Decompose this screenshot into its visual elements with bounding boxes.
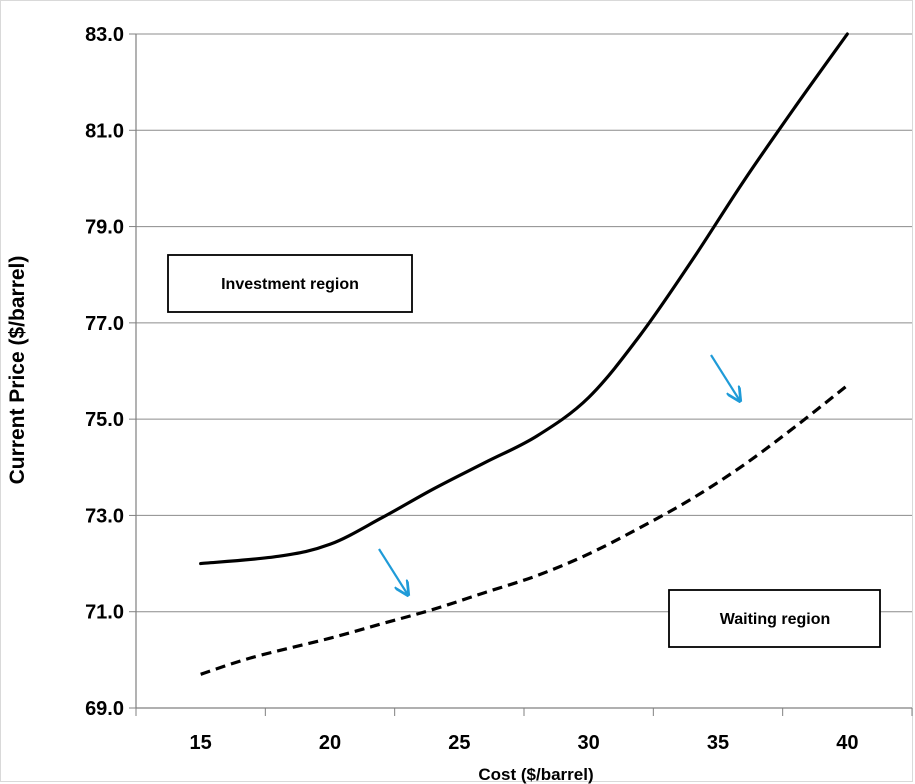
waiting-region-label: Waiting region	[720, 611, 831, 628]
y-tick-label: 81.0	[85, 120, 124, 142]
waiting-region-box	[668, 589, 881, 648]
y-tick-label: 75.0	[85, 409, 124, 431]
series-line-solid	[199, 32, 849, 566]
x-tick-label: 40	[836, 732, 858, 754]
x-tick-label: 30	[578, 732, 600, 754]
grid-lines	[136, 33, 912, 613]
series-line-dashed	[200, 384, 849, 676]
investment-region-box	[167, 254, 413, 313]
shift-arrow-left	[378, 548, 408, 595]
y-tick-label: 71.0	[85, 602, 124, 624]
x-tick-label: 25	[448, 732, 470, 754]
y-axis-title: Current Price ($/barrel)	[6, 256, 29, 485]
series-group	[199, 32, 849, 676]
y-tick-label: 79.0	[85, 217, 124, 239]
investment-region-label: Investment region	[221, 276, 359, 293]
y-tick-label: 73.0	[85, 505, 124, 527]
y-tick-labels: 69.0 71.0 73.0 75.0 77.0 79.0 81.0 83.0	[85, 24, 124, 720]
shift-arrow-right	[710, 354, 740, 401]
waiting-region-annotation: Waiting region	[668, 589, 881, 648]
x-tick-label: 15	[190, 732, 212, 754]
y-tick-label: 83.0	[85, 24, 124, 46]
axes	[129, 33, 913, 716]
x-tick-label: 20	[319, 732, 341, 754]
x-tick-label: 35	[707, 732, 729, 754]
x-tick-labels: 15 20 25 30 35 40	[190, 732, 859, 754]
x-axis-title: Cost ($/barrel)	[478, 765, 593, 784]
investment-region-annotation: Investment region	[167, 254, 413, 313]
y-tick-label: 69.0	[85, 698, 124, 720]
y-tick-label: 77.0	[85, 313, 124, 335]
